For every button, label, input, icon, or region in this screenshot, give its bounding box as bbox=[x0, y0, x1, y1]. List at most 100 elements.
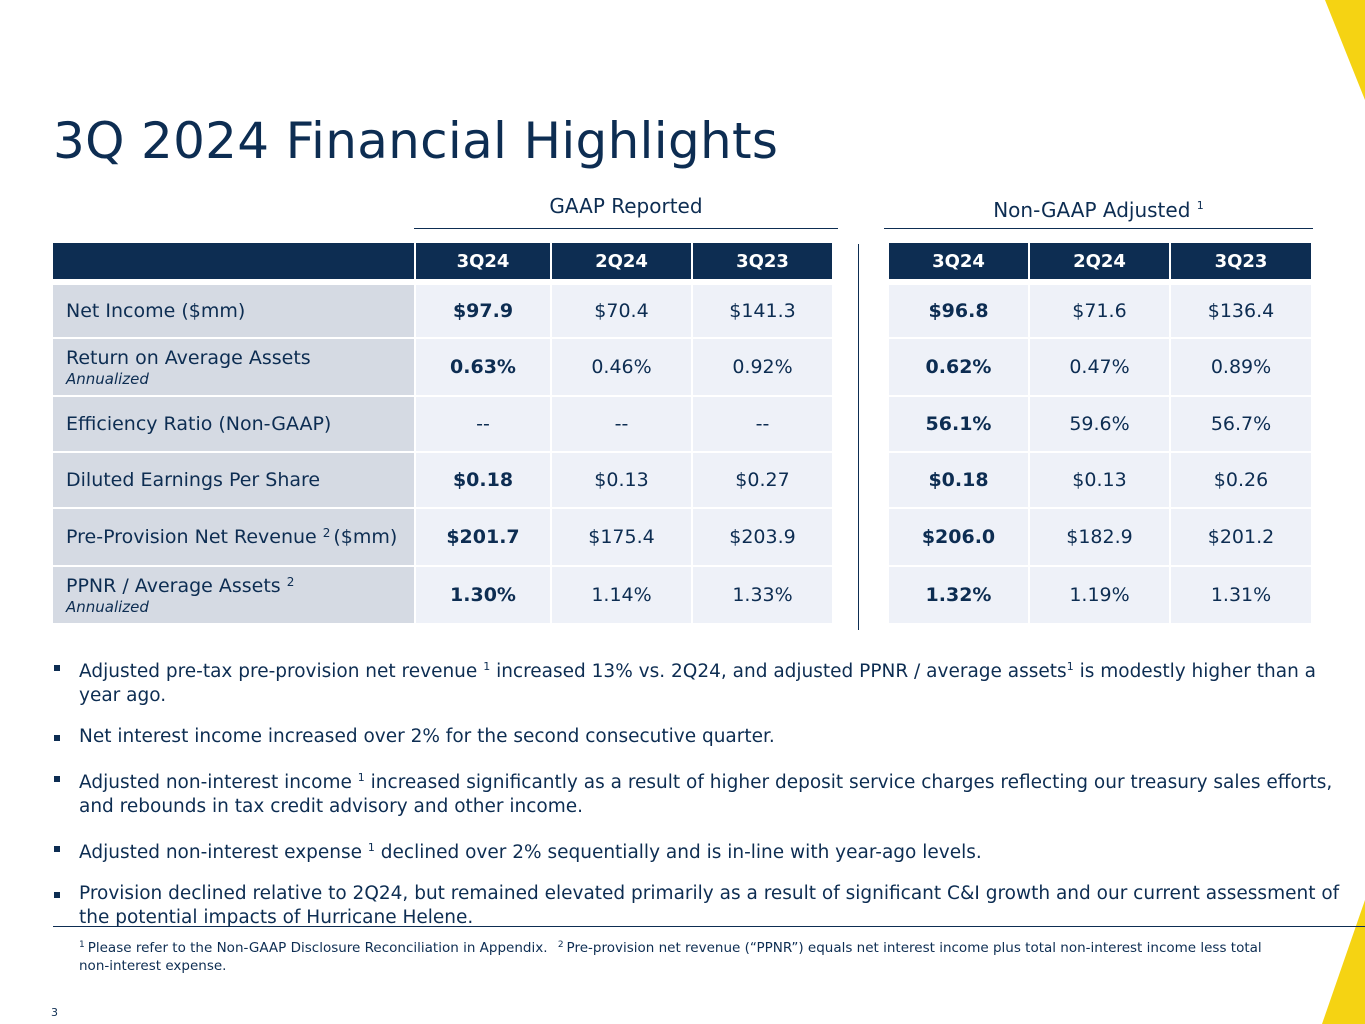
column-header: 3Q23 bbox=[1171, 243, 1311, 285]
row-label: Diluted Earnings Per Share bbox=[53, 453, 414, 509]
page-number: 3 bbox=[51, 1006, 58, 1019]
table-cell: $201.2 bbox=[1171, 509, 1311, 567]
table-row: Efficiency Ratio (Non-GAAP) -- -- -- bbox=[53, 397, 832, 453]
footnote-marker: 1 bbox=[483, 660, 491, 673]
table-cell: $182.9 bbox=[1030, 509, 1169, 567]
bullet-text: declined over 2% sequentially and is in-… bbox=[374, 842, 982, 863]
gaap-table: 3Q24 2Q24 3Q23 Net Income ($mm) $97.9 $7… bbox=[51, 243, 834, 625]
table-cell: 59.6% bbox=[1030, 397, 1169, 453]
heading-footnote-marker: 1 bbox=[1196, 199, 1204, 212]
table-cell: $0.18 bbox=[416, 453, 550, 509]
table-row: Net Income ($mm) $97.9 $70.4 $141.3 bbox=[53, 285, 832, 339]
row-label-text: Diluted Earnings Per Share bbox=[66, 469, 321, 491]
table-cell: $175.4 bbox=[552, 509, 691, 567]
table-cell: -- bbox=[693, 397, 832, 453]
bullet-text: Adjusted pre-tax pre-provision net reven… bbox=[79, 661, 484, 682]
bullet-text: Adjusted non-interest income bbox=[79, 772, 358, 793]
table-row: Return on Average Assets Annualized 0.63… bbox=[53, 339, 832, 397]
footnote-number: 2 bbox=[557, 940, 564, 950]
bullet-text: Net interest income increased over 2% fo… bbox=[79, 726, 775, 747]
table-divider bbox=[858, 244, 859, 630]
gaap-heading-text: GAAP Reported bbox=[549, 194, 703, 218]
table-cell: 0.47% bbox=[1030, 339, 1169, 397]
table-cell: $0.13 bbox=[1030, 453, 1169, 509]
table-row: 1.32% 1.19% 1.31% bbox=[889, 567, 1311, 625]
footnote-marker: 1 bbox=[1066, 660, 1074, 673]
list-item: Net interest income increased over 2% fo… bbox=[53, 725, 1343, 749]
gaap-reported-heading: GAAP Reported bbox=[414, 192, 838, 229]
table-cell: 0.89% bbox=[1171, 339, 1311, 397]
row-label-suffix: ($mm) bbox=[333, 526, 398, 548]
row-label: Pre-Provision Net Revenue 2 ($mm) bbox=[53, 509, 414, 567]
row-label-text: Efficiency Ratio (Non-GAAP) bbox=[66, 413, 332, 435]
table-cell: $70.4 bbox=[552, 285, 691, 339]
table-cell: -- bbox=[552, 397, 691, 453]
footnote-text: Pre-provision net revenue (“PPNR”) equal… bbox=[79, 940, 1262, 974]
table-cell: $203.9 bbox=[693, 509, 832, 567]
footnote-number: 1 bbox=[79, 940, 85, 950]
table-row: Diluted Earnings Per Share $0.18 $0.13 $… bbox=[53, 453, 832, 509]
column-header: 2Q24 bbox=[552, 243, 691, 285]
table-cell: $71.6 bbox=[1030, 285, 1169, 339]
row-label-text: PPNR / Average Assets bbox=[66, 574, 281, 597]
table-header-row: 3Q24 2Q24 3Q23 bbox=[889, 243, 1311, 285]
table-row: 56.1% 59.6% 56.7% bbox=[889, 397, 1311, 453]
table-cell: 1.14% bbox=[552, 567, 691, 625]
row-sublabel: Annualized bbox=[66, 369, 149, 388]
row-label-text: Return on Average Assets bbox=[66, 346, 311, 369]
list-item: Adjusted non-interest expense 1 declined… bbox=[53, 836, 1343, 865]
table-cell: $96.8 bbox=[889, 285, 1028, 339]
non-gaap-adjusted-heading: Non-GAAP Adjusted 1 bbox=[884, 192, 1313, 229]
page-title: 3Q 2024 Financial Highlights bbox=[53, 112, 779, 170]
table-row: PPNR / Average Assets 2 Annualized 1.30% … bbox=[53, 567, 832, 625]
table-row: 0.62% 0.47% 0.89% bbox=[889, 339, 1311, 397]
table-cell: $206.0 bbox=[889, 509, 1028, 567]
row-label: PPNR / Average Assets 2 Annualized bbox=[53, 567, 414, 625]
table-cell: 0.46% bbox=[552, 339, 691, 397]
row-label-text: Net Income ($mm) bbox=[66, 300, 246, 322]
footnote-marker: 2 bbox=[286, 574, 295, 589]
bullet-text: is modestly higher than a year ago. bbox=[79, 661, 1317, 706]
table-row: $0.18 $0.13 $0.26 bbox=[889, 453, 1311, 509]
table-cell: 0.63% bbox=[416, 339, 550, 397]
row-label-text: Pre-Provision Net Revenue bbox=[66, 526, 317, 548]
list-item: Adjusted pre-tax pre-provision net reven… bbox=[53, 655, 1343, 708]
row-label: Return on Average Assets Annualized bbox=[53, 339, 414, 397]
column-header: 3Q23 bbox=[693, 243, 832, 285]
table-cell: 0.62% bbox=[889, 339, 1028, 397]
table-cell: $0.13 bbox=[552, 453, 691, 509]
non-gaap-table: 3Q24 2Q24 3Q23 $96.8 $71.6 $136.4 0.62% … bbox=[887, 243, 1313, 625]
column-header: 3Q24 bbox=[889, 243, 1028, 285]
table-cell: 0.92% bbox=[693, 339, 832, 397]
table-row: $206.0 $182.9 $201.2 bbox=[889, 509, 1311, 567]
footnote-marker: 1 bbox=[357, 771, 365, 784]
table-row: $96.8 $71.6 $136.4 bbox=[889, 285, 1311, 339]
table-cell: $136.4 bbox=[1171, 285, 1311, 339]
row-label: Net Income ($mm) bbox=[53, 285, 414, 339]
footnote-text: Please refer to the Non-GAAP Disclosure … bbox=[87, 940, 548, 956]
highlights-bullet-list: Adjusted pre-tax pre-provision net reven… bbox=[53, 655, 1343, 947]
row-label: Efficiency Ratio (Non-GAAP) bbox=[53, 397, 414, 453]
table-cell: $201.7 bbox=[416, 509, 550, 567]
bullet-text: Adjusted non-interest expense bbox=[79, 842, 368, 863]
table-cell: $141.3 bbox=[693, 285, 832, 339]
table-cell: 1.32% bbox=[889, 567, 1028, 625]
table-cell: 1.19% bbox=[1030, 567, 1169, 625]
footnote-marker: 2 bbox=[322, 526, 331, 540]
table-cell: $0.26 bbox=[1171, 453, 1311, 509]
row-sublabel: Annualized bbox=[66, 597, 149, 616]
table-cell: $97.9 bbox=[416, 285, 550, 339]
table-header-row: 3Q24 2Q24 3Q23 bbox=[53, 243, 832, 285]
footnote-divider bbox=[53, 926, 1365, 927]
table-cell: $0.18 bbox=[889, 453, 1028, 509]
table-cell: 56.7% bbox=[1171, 397, 1311, 453]
non-gaap-heading-text: Non-GAAP Adjusted bbox=[993, 198, 1191, 222]
footnotes: 1 Please refer to the Non-GAAP Disclosure… bbox=[79, 936, 1279, 975]
column-header: 2Q24 bbox=[1030, 243, 1169, 285]
table-cell: 56.1% bbox=[889, 397, 1028, 453]
accent-top-right-triangle bbox=[1325, 0, 1365, 100]
table-cell: $0.27 bbox=[693, 453, 832, 509]
column-header: 3Q24 bbox=[416, 243, 550, 285]
table-cell: -- bbox=[416, 397, 550, 453]
list-item: Provision declined relative to 2Q24, but… bbox=[53, 882, 1343, 930]
